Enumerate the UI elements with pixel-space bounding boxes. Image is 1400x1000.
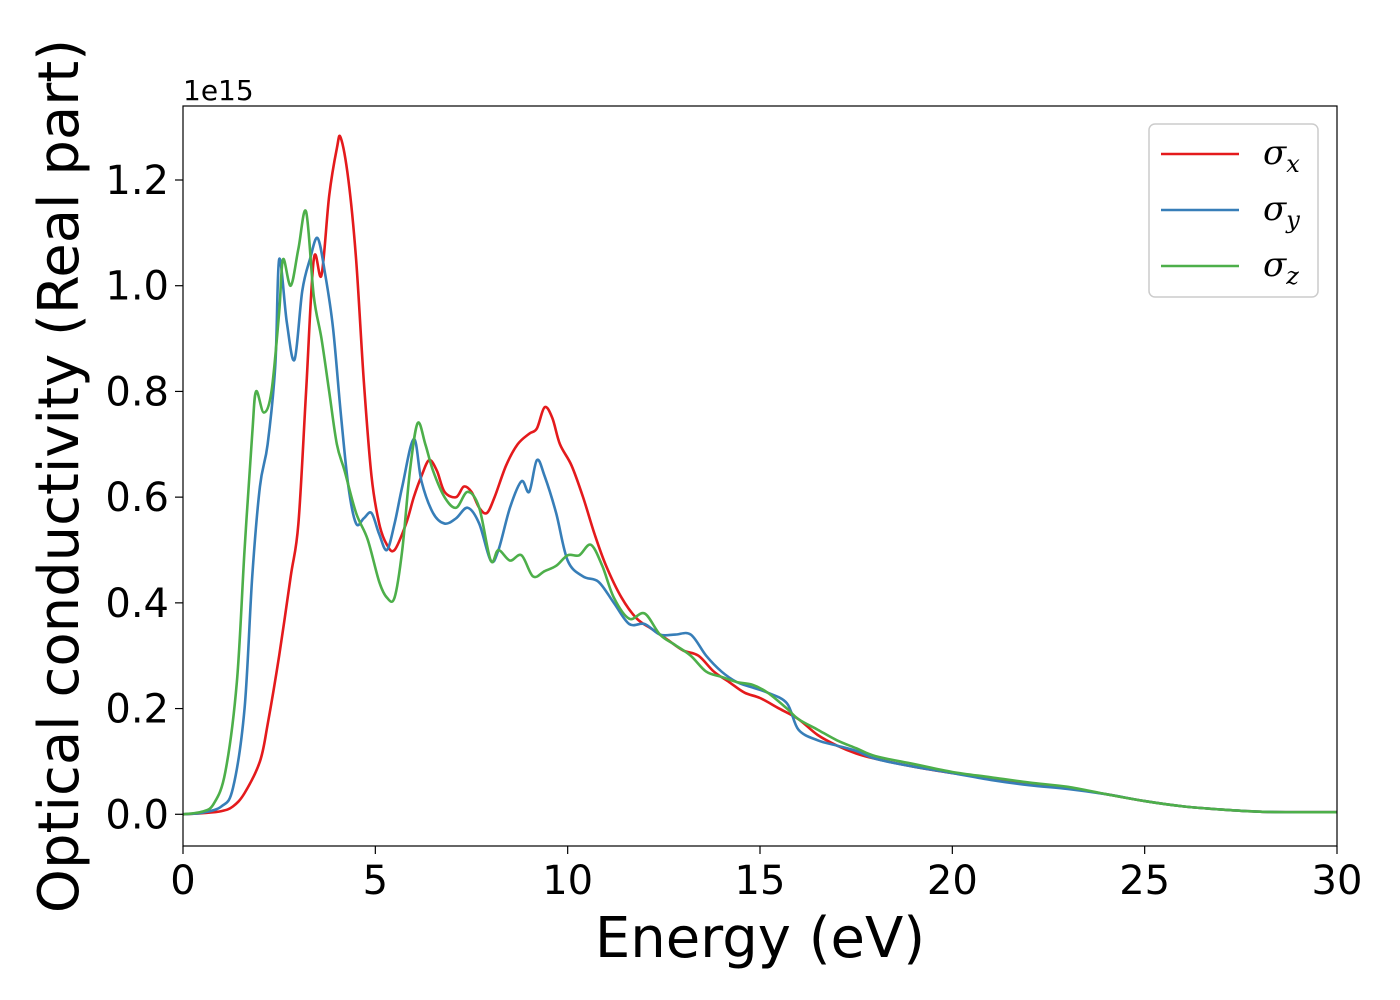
y-offset-label: 1e15 (183, 74, 254, 107)
x-tick-label: 30 (1312, 858, 1363, 904)
x-tick-label: 10 (542, 858, 593, 904)
x-axis-label: Energy (eV) (595, 906, 925, 971)
y-tick-label: 0.8 (105, 369, 169, 415)
y-axis-ticks: 0.0 0.2 0.4 0.6 0.8 1.0 1.2 (105, 158, 183, 838)
y-tick-label: 0.6 (105, 475, 169, 521)
series-layer (182, 134, 1338, 816)
y-tick-label: 0.2 (105, 687, 169, 733)
y-tick-label: 1.0 (105, 264, 169, 310)
x-tick-label: 25 (1119, 858, 1170, 904)
legend-label-z: σz (1263, 245, 1299, 290)
x-axis-ticks: 0 5 10 15 20 25 30 (170, 846, 1362, 904)
y-tick-label: 0.0 (105, 792, 169, 838)
y-axis-label: Optical conductivity (Real part) (27, 39, 92, 913)
series-line-z (182, 209, 1338, 816)
x-tick-label: 0 (170, 858, 195, 904)
x-tick-label: 15 (735, 858, 786, 904)
series-line-y (182, 236, 1338, 816)
x-tick-label: 20 (927, 858, 978, 904)
x-tick-label: 5 (363, 858, 388, 904)
y-tick-label: 1.2 (105, 158, 169, 204)
y-tick-label: 0.4 (105, 581, 169, 627)
